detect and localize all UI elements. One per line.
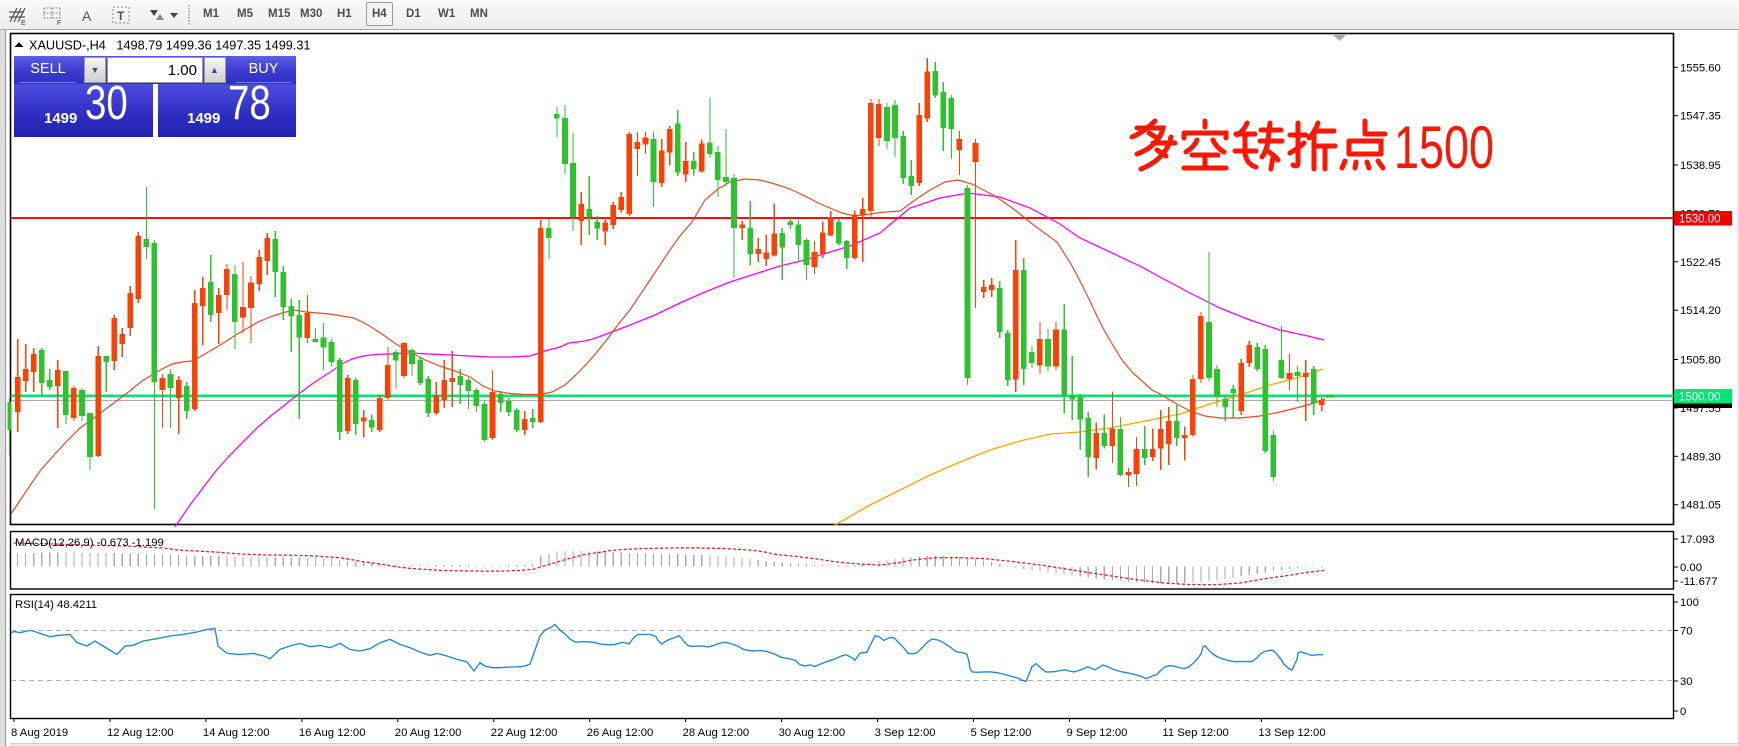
- svg-text:MACD(12,26,9) -0.673 -1.199: MACD(12,26,9) -0.673 -1.199: [15, 537, 164, 549]
- svg-text:1505.80: 1505.80: [1680, 355, 1721, 367]
- svg-text:RSI(14) 48.4211: RSI(14) 48.4211: [15, 599, 97, 611]
- svg-text:100: 100: [1680, 597, 1699, 609]
- svg-text:30 Aug 12:00: 30 Aug 12:00: [779, 727, 846, 739]
- svg-text:5 Sep 12:00: 5 Sep 12:00: [971, 727, 1032, 739]
- svg-text:1538.95: 1538.95: [1680, 160, 1721, 172]
- svg-text:T: T: [117, 9, 125, 23]
- svg-text:16 Aug 12:00: 16 Aug 12:00: [299, 727, 366, 739]
- svg-text:70: 70: [1680, 626, 1693, 638]
- svg-text:E: E: [21, 20, 26, 27]
- svg-text:F: F: [57, 20, 61, 27]
- svg-text:0.00: 0.00: [1680, 562, 1702, 574]
- svg-text:8 Aug 2019: 8 Aug 2019: [11, 727, 68, 739]
- svg-text:22 Aug 12:00: 22 Aug 12:00: [491, 727, 558, 739]
- svg-text:12 Aug 12:00: 12 Aug 12:00: [107, 727, 174, 739]
- svg-text:3 Sep 12:00: 3 Sep 12:00: [875, 727, 936, 739]
- svg-text:1500.00: 1500.00: [1679, 392, 1721, 404]
- svg-text:13 Sep 12:00: 13 Sep 12:00: [1258, 727, 1325, 739]
- svg-text:A: A: [82, 8, 92, 24]
- svg-text:1555.60: 1555.60: [1680, 62, 1721, 74]
- svg-text:14 Aug 12:00: 14 Aug 12:00: [203, 727, 270, 739]
- svg-text:0: 0: [1680, 706, 1686, 718]
- svg-text:1500: 1500: [1394, 114, 1494, 181]
- svg-text:1522.45: 1522.45: [1680, 257, 1721, 269]
- svg-text:28 Aug 12:00: 28 Aug 12:00: [683, 727, 750, 739]
- svg-text:20 Aug 12:00: 20 Aug 12:00: [395, 727, 462, 739]
- svg-text:17.093: 17.093: [1680, 534, 1715, 546]
- svg-text:9 Sep 12:00: 9 Sep 12:00: [1067, 727, 1128, 739]
- svg-text:1514.20: 1514.20: [1680, 305, 1721, 317]
- svg-text:11 Sep 12:00: 11 Sep 12:00: [1162, 727, 1228, 739]
- svg-text:XAUUSD-,H4 1498.79 1499.36 1: XAUUSD-,H4 1498.79 1499.36 1497.35 1499.…: [29, 39, 310, 53]
- svg-text:-11.677: -11.677: [1680, 576, 1717, 588]
- svg-text:26 Aug 12:00: 26 Aug 12:00: [587, 727, 654, 739]
- svg-text:1530.00: 1530.00: [1679, 214, 1721, 226]
- svg-text:1547.35: 1547.35: [1680, 111, 1721, 123]
- svg-text:1489.30: 1489.30: [1680, 451, 1721, 463]
- svg-text:30: 30: [1680, 676, 1693, 688]
- svg-text:1481.05: 1481.05: [1680, 500, 1721, 512]
